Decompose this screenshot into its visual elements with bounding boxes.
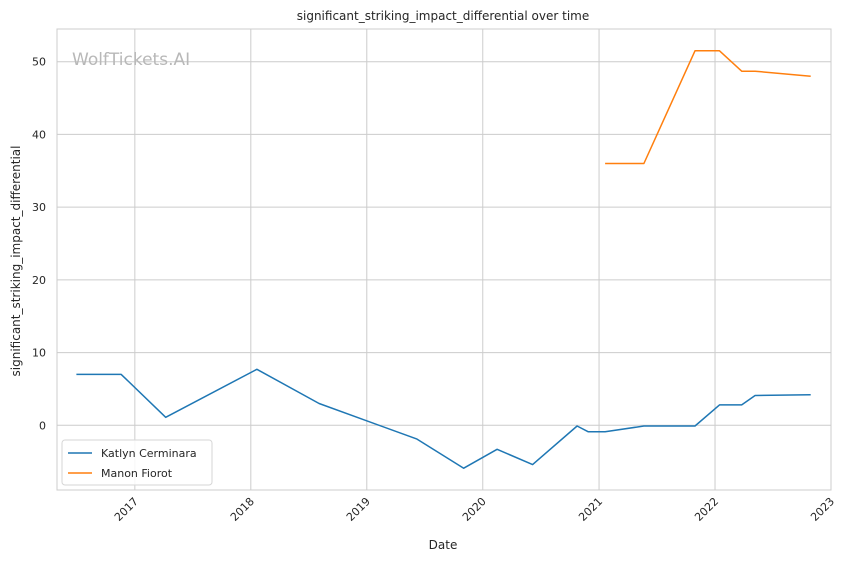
legend-box bbox=[61, 439, 213, 486]
series-layer bbox=[76, 50, 811, 469]
y-axis-label: significant_striking_impact_differential bbox=[9, 146, 23, 377]
series-line-1 bbox=[605, 50, 811, 165]
legend: Katlyn Cerminara Manon Fiorot bbox=[61, 439, 213, 486]
watermark-text: WolfTickets.AI bbox=[72, 50, 190, 70]
y-tick-label: 40 bbox=[32, 128, 46, 141]
y-tick-label: 30 bbox=[32, 201, 46, 214]
y-tick-label: 10 bbox=[32, 347, 46, 360]
y-tick-label: 0 bbox=[39, 419, 46, 432]
y-tick-label: 20 bbox=[32, 274, 46, 287]
grid bbox=[57, 29, 832, 490]
chart-title: significant_striking_impact_differential… bbox=[297, 9, 589, 23]
x-axis-label: Date bbox=[429, 538, 458, 552]
legend-label: Manon Fiorot bbox=[101, 467, 173, 480]
legend-label: Katlyn Cerminara bbox=[101, 447, 197, 460]
series-line-0 bbox=[76, 368, 811, 469]
plot-area-frame bbox=[56, 28, 832, 491]
y-tick-labels: 0 10 20 30 40 50 bbox=[32, 56, 46, 433]
y-tick-label: 50 bbox=[32, 56, 46, 69]
